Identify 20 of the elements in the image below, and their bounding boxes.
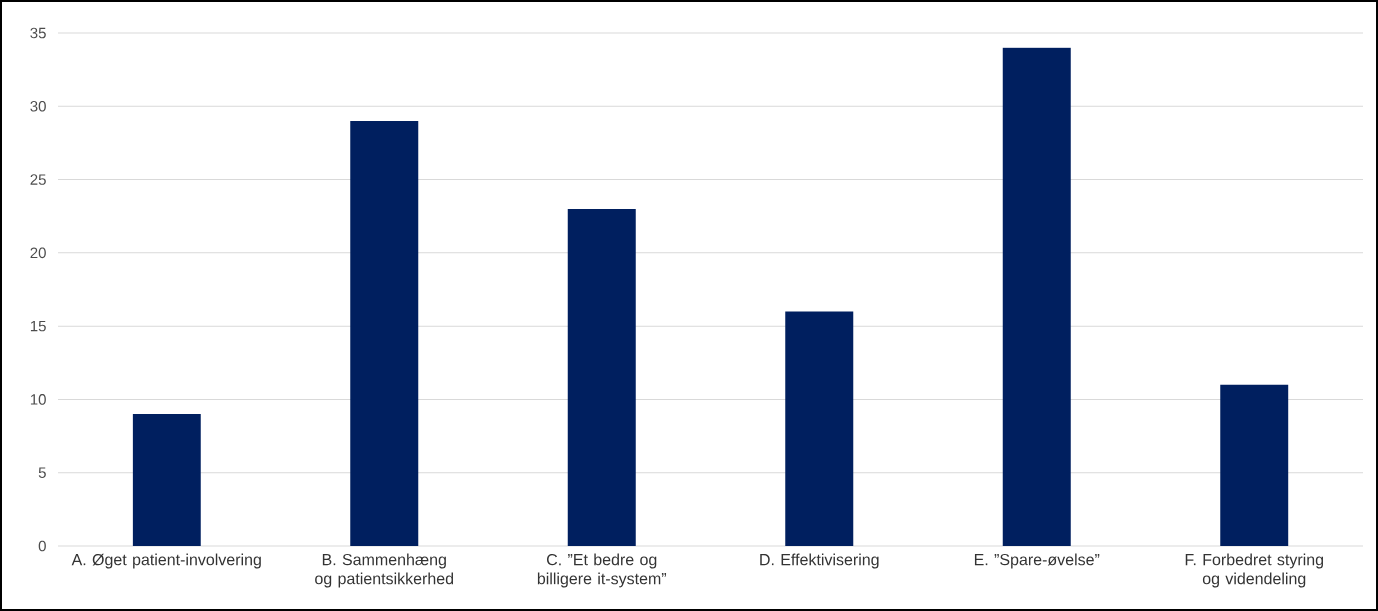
y-tick-label: 15 xyxy=(30,320,46,332)
y-tick-label: 30 xyxy=(30,100,46,112)
y-tick-label: 0 xyxy=(38,540,46,552)
bar xyxy=(785,311,854,546)
y-tick-label: 10 xyxy=(30,394,46,405)
x-tick-label: A. Øget patient-involvering xyxy=(71,553,261,569)
x-tick-label: E. ”Spare-øvelse” xyxy=(974,553,1100,569)
x-tick-label: B. Sammenhæng og patientsikkerhed xyxy=(315,553,454,588)
x-tick-label: F. Forbedret styring og videndeling xyxy=(1185,553,1324,588)
bar xyxy=(350,120,419,546)
bar xyxy=(1002,47,1071,546)
x-tick-label: C. ”Et bedre og billigere it-system” xyxy=(537,553,667,588)
y-tick-label: 35 xyxy=(30,27,46,39)
y-tick-label: 25 xyxy=(30,174,46,185)
bar xyxy=(1220,384,1289,546)
y-tick-label: 5 xyxy=(38,467,46,478)
y-tick-label: 20 xyxy=(30,247,46,259)
bar xyxy=(132,414,201,546)
bar xyxy=(567,208,636,546)
x-tick-label: D. Effektivisering xyxy=(760,553,879,569)
